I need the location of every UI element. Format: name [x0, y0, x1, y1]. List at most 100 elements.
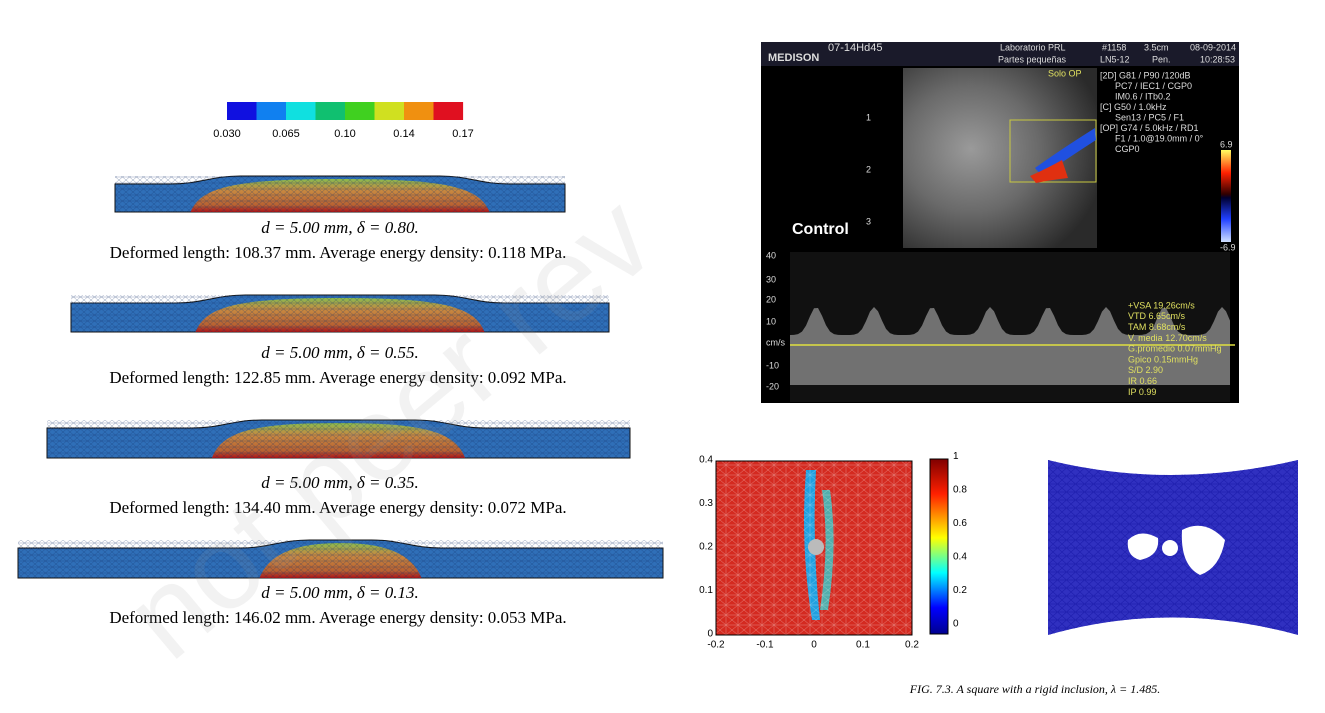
- us-header: [761, 42, 1239, 66]
- scale-max: 6.9: [1220, 139, 1233, 149]
- depth-mark: 2: [866, 164, 871, 174]
- colorbar-tick: 0.8: [953, 485, 967, 496]
- brand: MEDISON: [768, 52, 819, 64]
- header-number: #1158: [1102, 42, 1126, 52]
- header-depth: 3.5cm: [1144, 42, 1169, 52]
- axes-frame: [715, 460, 913, 636]
- measurement: IP 0.99: [1128, 387, 1156, 397]
- mesh-figure: -0.2 -0.1 0 0.1 0.2 0 0.1 0.2 0.3 0.4 0 0.2 0.4 0.6 0.…: [699, 451, 1298, 696]
- measurement: Gpico 0.15mmHg: [1128, 354, 1198, 364]
- panel-summary: Deformed length: 108.37 mm. Average ener…: [110, 243, 567, 262]
- panel-params: d = 5.00 mm, δ = 0.35.: [261, 473, 418, 492]
- image-label: Control: [792, 221, 849, 238]
- depth-mark: 3: [866, 216, 871, 226]
- velocity-tick: -20: [766, 381, 779, 391]
- colorbar-tick: 1: [953, 451, 959, 462]
- colorbar-swatch: [256, 102, 287, 120]
- colorbar-swatch: [286, 102, 316, 120]
- setting: IM0.6 / ITb0.2: [1115, 91, 1171, 101]
- colorbar-tick: 0.6: [953, 518, 967, 529]
- b-mode-image: [903, 68, 1097, 248]
- header-lab: Laboratorio PRL: [1000, 42, 1066, 52]
- hole: [1181, 525, 1225, 575]
- measurement: V. media 12.70cm/s: [1128, 333, 1207, 343]
- setting: CGP0: [1115, 144, 1140, 154]
- colorbar-label: 0.065: [272, 128, 300, 140]
- setting: Sen13 / PC5 / F1: [1115, 112, 1184, 122]
- measurement: G.promedio 0.07mmHg: [1128, 344, 1222, 354]
- colorbar-swatch: [404, 102, 434, 120]
- x-tick-label: 0.1: [856, 640, 870, 651]
- colorbar-swatch: [345, 102, 375, 120]
- deformation-figure: 0.030 0.065 0.10 0.14 0.17 d = 5.00 mm, δ = 0…: [17, 102, 678, 684]
- panel-params: d = 5.00 mm, δ = 0.80.: [261, 218, 418, 237]
- velocity-tick: cm/s: [766, 337, 785, 347]
- panel-summary: Deformed length: 122.85 mm. Average ener…: [109, 368, 566, 387]
- caption: FIG. 7.3. A square with a rigid inclusio…: [909, 682, 1160, 696]
- header-mode: Pen.: [1152, 54, 1171, 64]
- scale-min: -6.9: [1220, 242, 1236, 252]
- colorbar-tick: 0.2: [953, 585, 967, 596]
- colorbar-swatch: [433, 102, 464, 120]
- x-tick-label: 0.2: [905, 640, 919, 651]
- hole: [1127, 533, 1159, 560]
- colorbar: [929, 458, 949, 635]
- measurement: S/D 2.90: [1128, 365, 1163, 375]
- colorbar-tick: 0: [953, 619, 959, 630]
- depth-mark: 1: [866, 112, 871, 122]
- panel-summary: Deformed length: 134.40 mm. Average ener…: [109, 498, 566, 517]
- panel-params: d = 5.00 mm, δ = 0.55.: [261, 343, 418, 362]
- x-tick-label: 0: [811, 640, 817, 651]
- measurement: TAM 8.68cm/s: [1128, 322, 1186, 332]
- header-id: 07-14Hd45: [828, 42, 882, 54]
- mesh-lines: [71, 295, 609, 332]
- setting: PC7 / IEC1 / CGP0: [1115, 81, 1192, 91]
- colorbar-label: 0.14: [393, 128, 414, 140]
- hole: [1162, 540, 1178, 556]
- doppler-flow: [1030, 160, 1068, 183]
- color-scale: [1221, 150, 1231, 242]
- mesh-lines: [18, 540, 663, 578]
- y-tick-label: 0.4: [699, 455, 713, 466]
- colorbar-label: 0.17: [452, 128, 473, 140]
- y-tick-label: 0: [707, 629, 713, 640]
- setting: [OP] G74 / 5.0kHz / RD1: [1100, 123, 1199, 133]
- color-box: [1009, 119, 1097, 183]
- ultrasound: 07-14Hd45 MEDISON Laboratorio PRL Partes pe…: [761, 42, 1239, 403]
- colorbar-swatch: [315, 102, 346, 120]
- measurement: IR 0.66: [1128, 376, 1157, 386]
- setting: F1 / 1.0@19.0mm / 0°: [1115, 133, 1204, 143]
- velocity-tick: 30: [766, 274, 776, 284]
- velocity-tick: 40: [766, 250, 776, 260]
- panel-params: d = 5.00 mm, δ = 0.13.: [261, 583, 418, 602]
- colorbar-swatch: [374, 102, 405, 120]
- header-probe: LN5-12: [1100, 54, 1130, 64]
- y-tick-label: 0.2: [699, 542, 713, 553]
- velocity-tick: 20: [766, 294, 776, 304]
- x-tick-label: -0.1: [756, 640, 774, 651]
- header-preset: Partes pequeñas: [998, 54, 1067, 64]
- colorbar-label: 0.10: [334, 128, 355, 140]
- header-time: 10:28:53: [1200, 54, 1235, 64]
- mesh-lines: [115, 176, 565, 212]
- setting: [2D] G81 / P90 /120dB: [1100, 70, 1191, 80]
- mode-tag: Solo OP: [1048, 68, 1082, 78]
- measurement: VTD 6.65cm/s: [1128, 311, 1186, 321]
- doppler-flow: [1035, 128, 1096, 176]
- y-tick-label: 0.1: [699, 585, 713, 596]
- rigid-inclusion: [808, 539, 824, 555]
- y-tick-label: 0.3: [699, 498, 713, 509]
- x-tick-label: -0.2: [707, 640, 725, 651]
- mesh-lines: [47, 420, 630, 458]
- colorbar-label: 0.030: [213, 128, 241, 140]
- panel-summary: Deformed length: 146.02 mm. Average ener…: [109, 608, 566, 627]
- colorbar-tick: 0.4: [953, 552, 967, 563]
- velocity-tick: -10: [766, 360, 779, 370]
- header-date: 08-09-2014: [1190, 42, 1236, 52]
- setting: [C] G50 / 1.0kHz: [1100, 102, 1167, 112]
- doppler-spectrum: [790, 307, 1230, 385]
- velocity-tick: 10: [766, 316, 776, 326]
- colorbar-swatch: [227, 102, 257, 120]
- measurement: +VSA 19.26cm/s: [1128, 300, 1195, 310]
